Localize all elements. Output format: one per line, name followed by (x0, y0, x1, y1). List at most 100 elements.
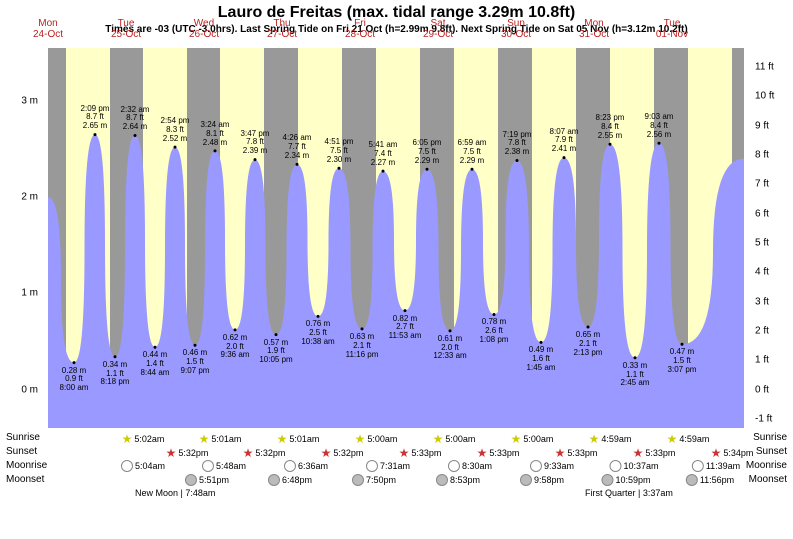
astro-marker: ★5:00am (355, 432, 398, 446)
astro-marker: ★5:33pm (399, 446, 442, 460)
row-label-right: Sunset (756, 446, 787, 457)
astro-row: SunriseSunrise★5:02am★5:01am★5:01am★5:00… (0, 432, 793, 446)
y-tick-right: 7 ft (755, 179, 769, 190)
astro-marker: ★4:59am (589, 432, 632, 446)
tide-point-label: 0.65 m2.1 ft2:13 pm (574, 331, 603, 357)
y-tick-right: -1 ft (755, 413, 772, 424)
y-tick-right: 3 ft (755, 296, 769, 307)
tide-point-label: 5:41 am7.4 ft2.27 m (369, 141, 398, 167)
astro-marker: ★5:33pm (633, 446, 676, 460)
tide-point-label: 0.76 m2.5 ft10:38 am (301, 320, 334, 346)
astro-marker: ★5:02am (122, 432, 165, 446)
tide-point (540, 341, 543, 344)
astro-marker: ★5:32pm (243, 446, 286, 460)
astro-marker: 6:36am (284, 460, 328, 472)
tide-point-label: 4:51 pm7.5 ft2.30 m (325, 138, 354, 164)
astro-marker: ★4:59am (667, 432, 710, 446)
astro-marker: ★5:00am (433, 432, 476, 446)
tide-point-label: 6:59 am7.5 ft2.29 m (458, 139, 487, 165)
day-label: Mon24-Oct (9, 18, 87, 40)
tide-point-label: 0.49 m1.6 ft1:45 am (527, 346, 556, 372)
day-label: Sat29-Oct (399, 18, 477, 40)
astro-marker: 11:56pm (686, 474, 734, 486)
row-label-left: Sunrise (6, 432, 40, 443)
tide-point-label: 0.33 m1.1 ft2:45 am (621, 362, 650, 388)
tide-point-label: 8:23 pm8.4 ft2.55 m (596, 114, 625, 140)
y-tick-right: 9 ft (755, 120, 769, 131)
astro-marker: ★5:32pm (321, 446, 364, 460)
row-label-left: Moonrise (6, 460, 47, 471)
tide-point-label: 0.46 m1.5 ft9:07 pm (181, 349, 210, 375)
astronomy-rows: SunriseSunrise★5:02am★5:01am★5:01am★5:00… (0, 432, 793, 502)
astro-marker: ★5:01am (277, 432, 320, 446)
y-tick-right: 1 ft (755, 355, 769, 366)
tide-point-label: 0.57 m1.9 ft10:05 pm (259, 339, 292, 365)
tide-point-label: 2:54 pm8.3 ft2.52 m (161, 117, 190, 143)
day-label: Thu27-Oct (243, 18, 321, 40)
day-label: Tue25-Oct (87, 18, 165, 40)
tide-point (114, 355, 117, 358)
tide-point-label: 0.44 m1.4 ft8:44 am (141, 351, 170, 377)
first-quarter-label: First Quarter | 3:37am (585, 488, 673, 498)
tide-point (563, 156, 566, 159)
y-tick-left: 3 m (21, 95, 38, 106)
row-label-right: Sunrise (753, 432, 787, 443)
tide-point (516, 159, 519, 162)
y-tick-right: 8 ft (755, 149, 769, 160)
tide-point (73, 361, 76, 364)
y-tick-right: 10 ft (755, 91, 774, 102)
tide-point (587, 325, 590, 328)
tide-point-label: 8:07 am7.9 ft2.41 m (550, 128, 579, 154)
astro-marker: ★5:00am (511, 432, 554, 446)
astro-marker: 5:04am (121, 460, 165, 472)
tide-point-label: 3:47 pm7.8 ft2.39 m (241, 130, 270, 156)
y-tick-right: 11 ft (755, 61, 774, 72)
tide-point-label: 7:19 pm7.8 ft2.38 m (503, 131, 532, 157)
row-label-right: Moonrise (746, 460, 787, 471)
tide-point (214, 149, 217, 152)
tide-point-label: 2:09 pm8.7 ft2.65 m (81, 105, 110, 131)
tide-point (493, 313, 496, 316)
row-label-left: Moonset (6, 474, 44, 485)
tide-point (634, 356, 637, 359)
y-tick-left: 1 m (21, 288, 38, 299)
y-tick-right: 6 ft (755, 208, 769, 219)
astro-marker: 6:48pm (268, 474, 312, 486)
y-tick-right: 0 ft (755, 384, 769, 395)
astro-marker: 5:51pm (185, 474, 229, 486)
astro-row: MoonsetMoonset5:51pm6:48pm7:50pm8:53pm9:… (0, 474, 793, 488)
tide-point (296, 163, 299, 166)
astro-marker: 9:58pm (520, 474, 564, 486)
tide-point (194, 344, 197, 347)
astro-marker: ★5:33pm (555, 446, 598, 460)
day-label: Sun30-Oct (477, 18, 555, 40)
tide-point-label: 0.47 m1.5 ft3:07 pm (668, 348, 697, 374)
new-moon-label: New Moon | 7:48am (135, 488, 215, 498)
tide-point-label: 0.62 m2.0 ft9:36 am (221, 334, 250, 360)
tide-point-label: 0.82 m2.7 ft11:53 am (389, 315, 422, 341)
tide-point (275, 333, 278, 336)
astro-marker: 9:33am (530, 460, 574, 472)
tide-point-label: 0.78 m2.6 ft1:08 pm (480, 318, 509, 344)
astro-marker: ★5:34pm (711, 446, 754, 460)
tide-point (426, 168, 429, 171)
tide-point (449, 329, 452, 332)
day-label: Tue01-Nov (633, 18, 711, 40)
tide-point (254, 158, 257, 161)
row-label-right: Moonset (749, 474, 787, 485)
tide-point-label: 0.28 m0.9 ft8:00 am (60, 367, 89, 393)
y-tick-left: 0 m (21, 384, 38, 395)
row-label-left: Sunset (6, 446, 37, 457)
tide-point (174, 146, 177, 149)
tide-point (404, 309, 407, 312)
tide-point-label: 6:05 pm7.5 ft2.29 m (413, 139, 442, 165)
moon-phase-row: New Moon | 7:48am First Quarter | 3:37am (0, 488, 793, 502)
tide-chart-container: Lauro de Freitas (max. tidal range 3.29m… (0, 0, 793, 539)
tide-point (681, 343, 684, 346)
tide-point (234, 328, 237, 331)
tide-point (609, 143, 612, 146)
astro-row: SunsetSunset★5:32pm★5:32pm★5:32pm★5:33pm… (0, 446, 793, 460)
day-label: Fri28-Oct (321, 18, 399, 40)
tide-point-label: 9:03 am8.4 ft2.56 m (645, 113, 674, 139)
astro-marker: 11:39am (692, 460, 740, 472)
